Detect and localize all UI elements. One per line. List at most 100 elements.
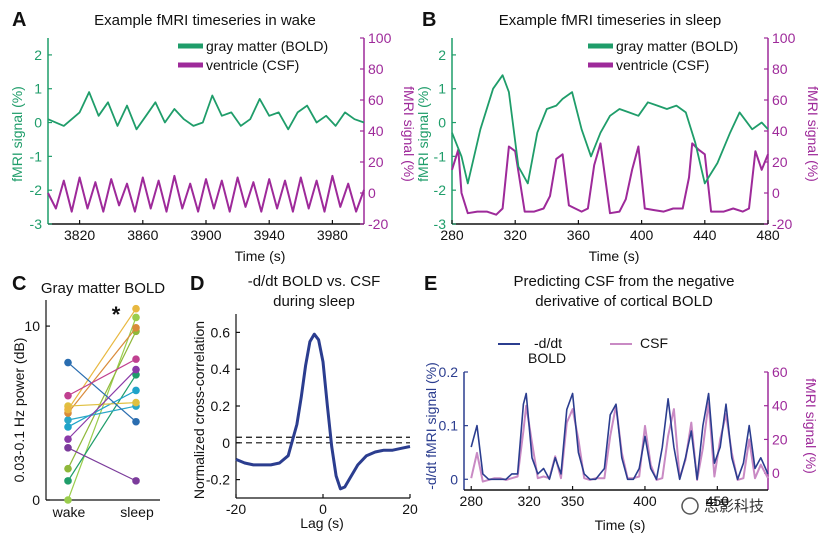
panel-c-sleep-point — [132, 477, 140, 485]
panel-b-xlabel: Time (s) — [589, 248, 640, 264]
panel-d-title-line2: during sleep — [273, 293, 355, 310]
legend-e-csf-label: CSF — [640, 335, 668, 351]
panel-a-ytick-left-label: 2 — [34, 47, 42, 63]
wechat-icon — [681, 497, 699, 515]
panel-d-ytick-label: 0.2 — [211, 398, 231, 414]
panel-c-xtick-wake: wake — [52, 504, 86, 520]
panel-a-xtick-label: 3940 — [254, 227, 285, 243]
panel-c-pair-line — [67, 405, 137, 421]
panel-e-ytick-right-label: 60 — [772, 364, 788, 380]
panel-c-pair-line — [67, 362, 137, 423]
panel-b-ylabel-left: fMRI signal (%) — [415, 86, 431, 182]
panel-b-ytick-left-label: -1 — [434, 148, 447, 164]
panel-c-wake-point — [64, 435, 72, 443]
panel-e-ytick-left-label: 0.2 — [439, 364, 459, 380]
panel-c-sleep-point — [132, 386, 140, 395]
panel-c-wake-point — [64, 477, 72, 485]
panel-b-xtick-label: 440 — [693, 227, 717, 243]
legend-e-deriv-label-line2: BOLD — [528, 350, 566, 366]
panel-e-xtick-label: 280 — [460, 493, 484, 509]
panel-b-ytick-right-label: 40 — [772, 123, 788, 139]
panel-c-wake-point — [64, 358, 72, 367]
panel-e-xtick-label: 320 — [517, 493, 541, 509]
panel-b-ytick-right-label: 100 — [772, 30, 796, 46]
legend-a-csf-label: ventricle (CSF) — [206, 57, 299, 73]
panel-c-ylabel: 0.03-0.1 Hz power (dB) — [11, 338, 27, 483]
panel-d-ylabel: Normalized cross-correlation — [191, 321, 207, 499]
panel-e-ylabel-right: fMRI signal (%) — [803, 378, 819, 474]
panel-c-sleep-point — [132, 304, 140, 313]
panel-b-bold-line — [451, 74, 769, 185]
panel-b-ytick-left-label: -2 — [434, 182, 447, 198]
panel-b-title: Example fMRI timeseries in sleep — [499, 12, 722, 29]
panel-e-ytick-right-label: 20 — [772, 431, 788, 447]
panel-a-ytick-left-label: -3 — [30, 216, 43, 232]
panel-d-ytick-label: -0.2 — [206, 472, 230, 488]
panel-a-csf-line — [47, 174, 365, 213]
panel-letter-b: B — [422, 9, 436, 31]
panel-e-title-line2: derivative of cortical BOLD — [535, 293, 713, 310]
panel-e-xtick-label: 350 — [561, 493, 585, 509]
panel-c-wake-point — [64, 391, 72, 400]
panel-b-ytick-left-label: 2 — [438, 47, 446, 63]
panel-a-ytick-left-label: 0 — [34, 115, 42, 131]
panel-c-xtick-sleep: sleep — [120, 504, 154, 520]
panel-a-xtick-label: 3860 — [127, 227, 158, 243]
panel-d-title-line1: -d/dt BOLD vs. CSF — [248, 273, 381, 290]
panel-d-ytick-label: 0.6 — [211, 324, 231, 340]
panel-a-title: Example fMRI timeseries in wake — [94, 12, 316, 29]
legend-e-deriv-label-line1: -d/dt — [534, 335, 562, 351]
panel-c-pair-line — [67, 358, 137, 397]
panel-e-xlabel: Time (s) — [595, 517, 646, 533]
panel-letter-a: A — [12, 9, 26, 31]
panel-b-ytick-left-label: 0 — [438, 115, 446, 131]
panel-e-deriv-line — [470, 392, 769, 481]
panel-letter-d: D — [190, 273, 204, 295]
panel-b-ytick-right-label: 0 — [772, 185, 780, 201]
panel-b-csf-line — [451, 142, 769, 216]
panel-c-pair-line — [67, 374, 137, 482]
panel-a-bold-line — [47, 91, 365, 131]
panel-a-ytick-right-label: 0 — [368, 185, 376, 201]
panel-d-xcorr-line — [235, 332, 411, 491]
panel-letter-e: E — [424, 273, 437, 295]
panel-e-xtick-label: 400 — [633, 493, 657, 509]
legend-b-csf-label: ventricle (CSF) — [616, 57, 709, 73]
panel-c-wake-point — [64, 464, 72, 473]
legend-b-bold-label: gray matter (BOLD) — [616, 38, 738, 54]
panel-a-xtick-label: 3980 — [317, 227, 348, 243]
panel-c-wake-point — [64, 444, 72, 452]
panel-a-ytick-left-label: -1 — [30, 148, 43, 164]
panel-c-ytick-label: 10 — [24, 318, 40, 334]
panel-e-ytick-right-label: 0 — [772, 465, 780, 481]
panel-b-xtick-label: 400 — [630, 227, 654, 243]
panel-a-xlabel: Time (s) — [235, 248, 286, 264]
panel-b-xtick-label: 480 — [756, 227, 780, 243]
panel-e-ylabel-left: -d/dt fMRI signal (%) — [423, 362, 439, 490]
panel-c-pair-line — [67, 447, 137, 482]
panel-b-ytick-left-label: 1 — [438, 81, 446, 97]
panel-c-sleep-point — [132, 417, 140, 426]
panel-a-xtick-label: 3900 — [190, 227, 221, 243]
panel-d-ytick-label: 0 — [222, 435, 230, 451]
panel-c-pair-line — [67, 389, 137, 428]
panel-letter-c: C — [12, 273, 26, 295]
panel-c-ytick-label: 0 — [32, 492, 40, 508]
panel-c-wake-point — [64, 405, 72, 414]
panel-d-ytick-label: 0.4 — [211, 361, 231, 377]
panel-b-xtick-label: 280 — [440, 227, 464, 243]
panel-a-ytick-right-label: 80 — [368, 61, 384, 77]
panel-c-significance-star: * — [112, 302, 121, 327]
panel-c-sleep-point — [132, 365, 140, 374]
panel-a-ylabel-right: fMRI signal (%) — [401, 86, 417, 182]
panel-b-ytick-right-label: -20 — [772, 216, 792, 232]
panel-c-wake-point — [64, 416, 72, 424]
panel-c-pair-line — [67, 308, 137, 410]
panel-d-xtick-label: 20 — [402, 501, 418, 517]
panel-b-xtick-label: 360 — [567, 227, 591, 243]
panel-c-pair-line — [67, 369, 137, 440]
panel-b-ytick-right-label: 60 — [772, 92, 788, 108]
panel-e-ytick-left-label: 0.1 — [439, 418, 459, 434]
